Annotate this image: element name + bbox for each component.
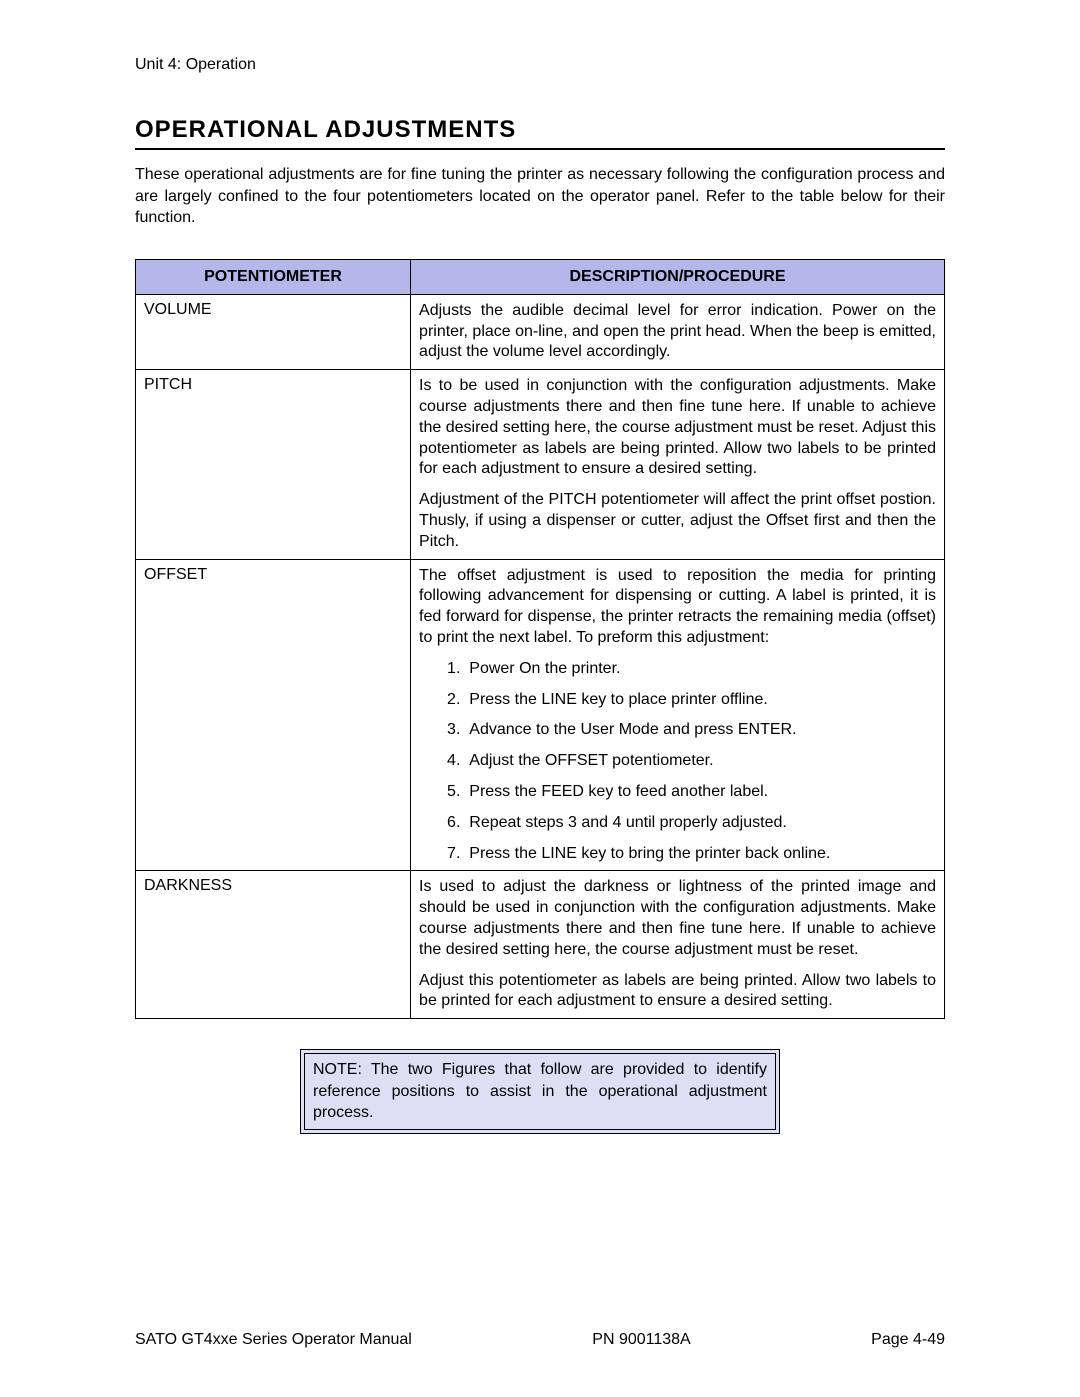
- page-footer: SATO GT4xxe Series Operator Manual PN 90…: [135, 1331, 945, 1349]
- list-item: 4. Adjust the OFFSET potentiometer.: [447, 751, 936, 772]
- table-row: OFFSET The offset adjustment is used to …: [136, 559, 945, 871]
- pot-desc: The offset adjustment is used to reposit…: [411, 559, 945, 871]
- table-row: VOLUME Adjusts the audible decimal level…: [136, 294, 945, 369]
- pot-desc-para: Is used to adjust the darkness or lightn…: [419, 877, 936, 960]
- offset-steps-list: 1. Power On the printer. 2. Press the LI…: [447, 659, 936, 865]
- unit-header: Unit 4: Operation: [135, 56, 945, 74]
- table-header-description: DESCRIPTION/PROCEDURE: [411, 259, 945, 294]
- pot-desc: Is to be used in conjunction with the co…: [411, 370, 945, 559]
- pot-name: OFFSET: [136, 559, 411, 871]
- list-item: 7. Press the LINE key to bring the print…: [447, 844, 936, 865]
- footer-left: SATO GT4xxe Series Operator Manual: [135, 1331, 412, 1349]
- pot-desc: Adjusts the audible decimal level for er…: [411, 294, 945, 369]
- note-box: NOTE: The two Figures that follow are pr…: [300, 1049, 780, 1134]
- pot-name: VOLUME: [136, 294, 411, 369]
- pot-desc-para: Adjust this potentiometer as labels are …: [419, 971, 936, 1013]
- title-rule: [135, 148, 945, 150]
- pot-desc-para: Adjusts the audible decimal level for er…: [419, 301, 936, 363]
- potentiometer-table: POTENTIOMETER DESCRIPTION/PROCEDURE VOLU…: [135, 259, 945, 1019]
- pot-name: DARKNESS: [136, 871, 411, 1019]
- footer-right: Page 4-49: [871, 1331, 945, 1349]
- list-item: 6. Repeat steps 3 and 4 until properly a…: [447, 813, 936, 834]
- list-item: 3. Advance to the User Mode and press EN…: [447, 720, 936, 741]
- pot-desc-intro: The offset adjustment is used to reposit…: [419, 566, 936, 649]
- table-row: DARKNESS Is used to adjust the darkness …: [136, 871, 945, 1019]
- pot-desc-para: Adjustment of the PITCH potentiometer wi…: [419, 490, 936, 552]
- list-item: 2. Press the LINE key to place printer o…: [447, 690, 936, 711]
- pot-desc-para: Is to be used in conjunction with the co…: [419, 376, 936, 480]
- table-header-potentiometer: POTENTIOMETER: [136, 259, 411, 294]
- table-row: PITCH Is to be used in conjunction with …: [136, 370, 945, 559]
- list-item: 1. Power On the printer.: [447, 659, 936, 680]
- section-title: OPERATIONAL ADJUSTMENTS: [135, 116, 945, 144]
- intro-paragraph: These operational adjustments are for fi…: [135, 164, 945, 229]
- list-item: 5. Press the FEED key to feed another la…: [447, 782, 936, 803]
- table-header-row: POTENTIOMETER DESCRIPTION/PROCEDURE: [136, 259, 945, 294]
- pot-name: PITCH: [136, 370, 411, 559]
- note-text: NOTE: The two Figures that follow are pr…: [304, 1053, 776, 1130]
- footer-center: PN 9001138A: [592, 1331, 690, 1349]
- pot-desc: Is used to adjust the darkness or lightn…: [411, 871, 945, 1019]
